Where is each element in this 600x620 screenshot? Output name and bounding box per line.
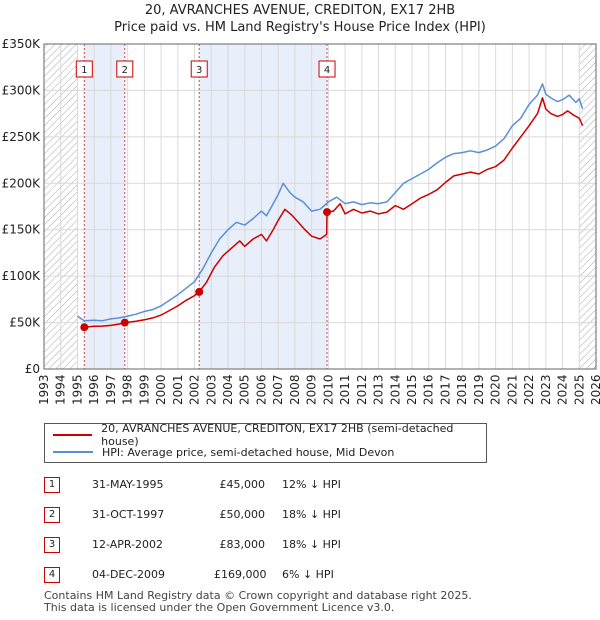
x-tick-label: 2025 [572,374,586,405]
legend-swatch-hpi [53,451,93,453]
y-tick-label: £200K [2,176,42,190]
sale-marker-badge: 2 [44,507,60,523]
footer-license: This data is licensed under the Open Gov… [44,601,395,614]
x-tick-label: 2010 [321,374,335,405]
sale-price: £45,000 [219,478,266,491]
x-tick-label: 2011 [338,374,352,405]
x-tick-label: 2008 [288,374,302,405]
chart-legend: 20, AVRANCHES AVENUE, CREDITON, EX17 2HB… [44,422,487,463]
series-line-hpi [77,83,584,322]
x-tick-label: 2013 [372,374,386,405]
y-tick-label: £250K [2,130,42,144]
x-tick-label: 2000 [154,374,168,405]
x-tick-label: 2006 [254,374,268,405]
y-tick-label: £0 [25,362,40,376]
sale-number-box [190,60,208,78]
sale-date: 12-APR-2002 [92,538,164,551]
sale-number-box [116,60,134,78]
sale-number-box [318,60,336,78]
x-tick-label: 2009 [305,374,319,405]
x-tick-label: 1995 [70,374,84,405]
legend-item-hpi: HPI: Average price, semi-detached house,… [53,444,394,460]
sale-number-box [75,60,93,78]
y-tick-label: £100K [2,269,42,283]
price-chart: 1 2 3 4 £0 £50K £100K £150K £200K £250K £300K £350… [2,37,600,405]
legend-swatch-property [53,434,93,436]
sale-price: £83,000 [219,538,266,551]
y-tick-label: £350K [2,37,42,51]
x-tick-label: 2020 [489,374,503,405]
shaded-period [199,44,328,369]
chart-title: 20, AVRANCHES AVENUE, CREDITON, EX17 2HB [144,3,456,18]
hatched-period [579,44,596,369]
x-tick-label: 2024 [556,374,570,405]
x-tick-label: 2023 [539,374,553,405]
sale-hpi-diff: 6% ↓ HPI [282,568,334,581]
footer-attribution: Contains HM Land Registry data © Crown c… [44,590,472,614]
x-tick-label: 2017 [438,374,452,405]
sale-hpi-diff: 18% ↓ HPI [282,508,341,521]
legend-label-property: 20, AVRANCHES AVENUE, CREDITON, EX17 2HB… [101,422,454,448]
y-tick-label: £50K [9,316,41,330]
sale-hpi-diff: 18% ↓ HPI [282,538,341,551]
plot-frame [43,43,597,370]
x-tick-label: 2003 [204,374,218,405]
x-tick-label: 2014 [388,374,402,405]
sale-row: 2 31-OCT-1997 £50,000 18% ↓ HPI [44,507,444,525]
x-tick-label: 1998 [121,374,135,405]
sale-price: £50,000 [219,508,266,521]
x-tick-label: 1994 [54,374,68,405]
series-line-property [84,97,584,328]
y-tick-label: £150K [2,223,42,237]
legend-item-property: 20, AVRANCHES AVENUE, CREDITON, EX17 2HB… [53,422,486,448]
x-tick-label: 2015 [405,374,419,405]
sale-number-label: 2 [122,65,128,76]
sale-date: 31-OCT-1997 [92,508,165,521]
footer-copyright: Contains HM Land Registry data © Crown c… [44,589,472,602]
sale-row: 3 12-APR-2002 £83,000 18% ↓ HPI [44,537,444,555]
x-tick-label: 1993 [37,374,51,405]
sale-row: 4 04-DEC-2009 £169,000 6% ↓ HPI [44,567,444,585]
x-tick-label: 2022 [522,374,536,405]
sale-date: 31-MAY-1995 [92,478,164,491]
sale-point [120,318,129,327]
sale-number-label: 3 [196,65,202,76]
sale-price: £169,000 [214,568,267,581]
sale-number-label: 4 [324,65,330,76]
sale-hpi-diff: 12% ↓ HPI [282,478,341,491]
sale-marker-badge: 1 [44,477,60,493]
x-tick-label: 2007 [271,374,285,405]
sale-number-label: 1 [81,65,87,76]
x-tick-label: 2021 [505,374,519,405]
sale-point [323,208,332,217]
y-tick-label: £300K [2,83,42,97]
chart-subtitle: Price paid vs. HM Land Registry's House … [114,20,486,35]
x-tick-label: 2016 [422,374,436,405]
x-tick-label: 1999 [137,374,151,405]
sale-row: 1 31-MAY-1995 £45,000 12% ↓ HPI [44,477,444,495]
sale-marker-badge: 4 [44,567,60,583]
sale-point [195,287,204,296]
x-tick-label: 2026 [589,374,600,405]
x-tick-label: 2002 [188,374,202,405]
x-tick-label: 1996 [87,374,101,405]
legend-label-hpi: HPI: Average price, semi-detached house,… [102,445,395,459]
x-tick-label: 2018 [455,374,469,405]
sale-point [80,323,89,332]
shaded-period [84,44,125,369]
sale-date: 04-DEC-2009 [92,568,166,581]
x-tick-label: 1997 [104,374,118,405]
x-tick-label: 2012 [355,374,369,405]
x-tick-label: 2005 [238,374,252,405]
sale-marker-badge: 3 [44,537,60,553]
x-tick-label: 2001 [171,374,185,405]
x-tick-label: 2019 [472,374,486,405]
x-tick-label: 2004 [221,374,235,405]
